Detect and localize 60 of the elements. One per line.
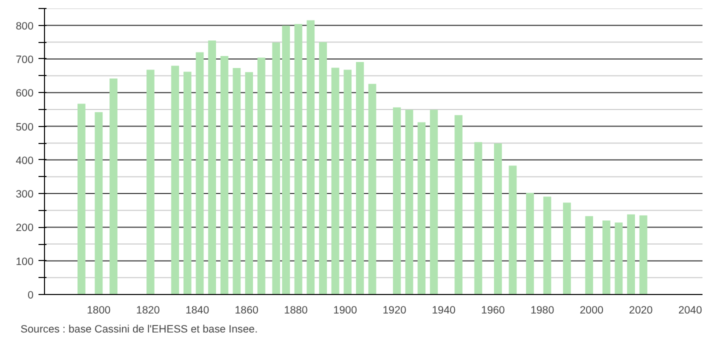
x-tick-label: 1940 (432, 304, 456, 316)
bar (392, 107, 401, 294)
x-tick-label: 1980 (530, 304, 554, 316)
bar (344, 70, 352, 294)
y-tick-label: 700 (16, 54, 34, 66)
bar (196, 52, 204, 294)
x-tick-label: 1800 (86, 304, 111, 316)
bar (272, 42, 280, 294)
bar (78, 104, 86, 294)
bar (232, 68, 241, 294)
y-tick-label: 300 (16, 188, 34, 201)
bar (627, 214, 635, 294)
x-tick-label: 2020 (629, 304, 653, 316)
y-tick-label: 500 (16, 121, 34, 134)
x-tick-label: 1960 (481, 304, 505, 316)
bar (454, 115, 462, 294)
bar (294, 24, 302, 294)
bar (543, 196, 552, 294)
bar (110, 78, 118, 294)
bar (494, 143, 502, 294)
bar (94, 112, 103, 294)
bar (146, 70, 154, 294)
bar (183, 72, 192, 294)
bar (220, 56, 228, 294)
bar (614, 222, 623, 294)
bar (208, 40, 216, 294)
y-tick-label: 800 (16, 20, 34, 32)
bar (602, 220, 610, 294)
bar (474, 142, 482, 294)
source-note: Sources : base Cassini de l'EHESS et base Insee. (20, 324, 258, 336)
x-tick-label: 1900 (333, 304, 358, 316)
x-tick-label: 1820 (136, 304, 160, 316)
y-tick-label: 100 (16, 256, 34, 268)
x-tick-label: 1840 (185, 304, 210, 316)
bar (418, 122, 426, 294)
y-tick-label: 400 (16, 154, 34, 167)
bar (319, 42, 327, 294)
bar (405, 110, 414, 294)
bar (331, 68, 340, 294)
bar (508, 166, 517, 294)
bar (563, 202, 571, 294)
bar (356, 62, 364, 294)
bar (245, 72, 253, 294)
bar (639, 215, 648, 294)
x-tick-label: 2040 (678, 304, 702, 316)
bar (282, 26, 290, 294)
x-tick-label: 1880 (284, 304, 308, 316)
bar (257, 58, 266, 294)
bar (430, 110, 438, 294)
bar (585, 216, 594, 294)
x-tick-label: 2000 (580, 304, 604, 316)
x-tick-label: 1860 (234, 304, 259, 316)
y-tick-label: 0 (28, 290, 34, 302)
bar (171, 66, 180, 294)
y-tick-label: 200 (16, 222, 34, 234)
bar (526, 192, 534, 294)
y-tick-label: 600 (16, 88, 34, 100)
bar (368, 84, 376, 294)
x-tick-label: 1920 (382, 304, 406, 316)
bar (306, 20, 315, 294)
